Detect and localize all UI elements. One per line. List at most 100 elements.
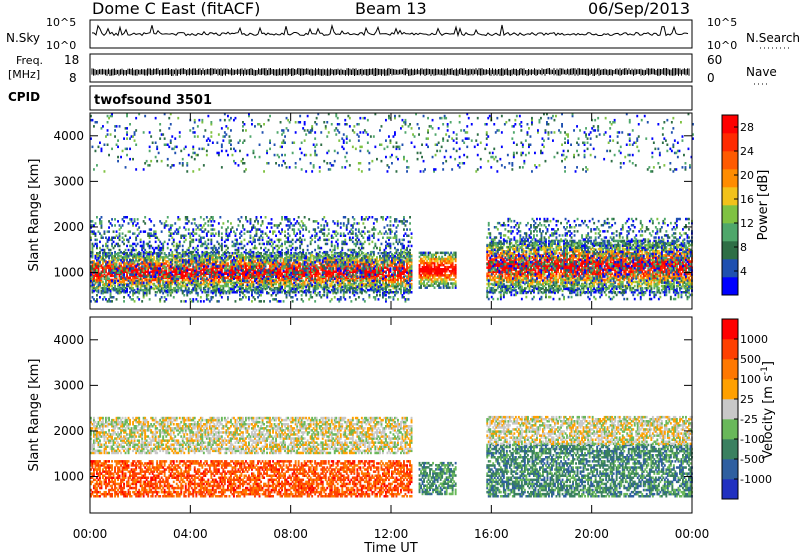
heatmap-cell	[132, 280, 134, 284]
heatmap-cell	[129, 252, 131, 255]
heatmap-cell	[311, 296, 314, 299]
heatmap-cell	[198, 271, 201, 274]
heatmap-cell	[139, 286, 142, 290]
heatmap-cell	[293, 218, 296, 221]
heatmap-cell	[145, 259, 148, 262]
heatmap-cell	[227, 282, 229, 286]
heatmap-cell	[189, 282, 192, 286]
heatmap-cell	[202, 259, 205, 262]
heatmap-cell	[281, 248, 283, 252]
heatmap-cell	[103, 288, 106, 292]
heatmap-cell	[138, 263, 141, 266]
heatmap-cell	[195, 238, 198, 242]
heatmap-cell	[214, 286, 217, 290]
heatmap-cell	[225, 276, 228, 280]
heatmap-cell	[263, 257, 265, 260]
heatmap-cell	[335, 287, 338, 291]
heatmap-cell	[202, 282, 205, 286]
heatmap-cell	[230, 255, 232, 258]
heatmap-cell	[308, 257, 311, 260]
heatmap-cell	[163, 240, 166, 244]
heatmap-cell	[300, 238, 303, 242]
heatmap-cell	[162, 262, 165, 265]
heatmap-cell	[103, 291, 106, 294]
heatmap-cell	[184, 238, 187, 242]
heatmap-cell	[103, 286, 106, 290]
heatmap-cell	[213, 228, 216, 231]
heatmap-cell	[106, 272, 109, 275]
heatmap-cell	[115, 275, 118, 278]
heatmap-cell	[136, 218, 139, 221]
heatmap-cell	[201, 268, 204, 271]
heatmap-cell	[220, 284, 223, 288]
heatmap-cell	[220, 296, 223, 299]
heatmap-cell	[156, 266, 159, 269]
heatmap-cell	[111, 252, 113, 255]
heatmap-cell	[166, 242, 169, 246]
heatmap-cell	[296, 246, 299, 250]
heatmap-cell	[177, 260, 180, 263]
heatmap-cell	[192, 238, 195, 242]
heatmap-cell	[195, 276, 198, 280]
heatmap-cell	[108, 260, 110, 263]
heatmap-cell	[102, 255, 104, 258]
heatmap-cell	[242, 257, 244, 260]
heatmap-cell	[213, 270, 216, 273]
heatmap-cell	[144, 272, 147, 275]
heatmap-cell	[270, 287, 273, 291]
heatmap-cell	[132, 278, 134, 282]
heatmap-cell	[162, 276, 165, 280]
heatmap-cell	[172, 254, 175, 257]
heatmap-cell	[100, 266, 103, 269]
heatmap-cell	[302, 300, 305, 303]
heatmap-cell	[115, 280, 118, 284]
heatmap-cell	[220, 268, 223, 271]
heatmap-cell	[150, 228, 153, 231]
heatmap-cell	[341, 246, 344, 250]
heatmap-cell	[213, 273, 216, 276]
heatmap-cell	[183, 255, 186, 258]
heatmap-cell	[255, 246, 258, 250]
heatmap-cell	[210, 238, 213, 242]
heatmap-cell	[120, 282, 122, 286]
heatmap-cell	[127, 248, 130, 252]
heatmap-cell	[157, 274, 160, 278]
heatmap-cell	[211, 280, 214, 284]
heatmap-cell	[220, 270, 223, 273]
cpid-panel: CPID twofsound 3501	[8, 85, 693, 111]
heatmap-cell	[281, 242, 283, 246]
heatmap-cell	[99, 296, 101, 299]
heatmap-cell	[151, 270, 154, 273]
heatmap-cell	[228, 252, 231, 255]
heatmap-cell	[130, 270, 133, 273]
heatmap-cell	[97, 276, 100, 280]
heatmap-cell	[190, 288, 193, 292]
heatmap-cell	[186, 216, 189, 219]
heatmap-cell	[196, 284, 199, 288]
heatmap-cell	[210, 258, 213, 261]
heatmap-cell	[186, 266, 189, 269]
heatmap-cell	[168, 262, 171, 265]
heatmap-cell	[178, 226, 181, 229]
heatmap-cell	[184, 270, 187, 273]
heatmap-cell	[147, 278, 150, 282]
heatmap-cell	[281, 285, 283, 289]
heatmap-cell	[202, 300, 205, 303]
heatmap-cell	[126, 252, 128, 255]
heatmap-cell	[326, 283, 329, 287]
heatmap-cell	[323, 271, 326, 274]
heatmap-cell	[160, 284, 163, 288]
heatmap-cell	[306, 248, 309, 252]
heatmap-cell	[211, 252, 214, 255]
heatmap-cell	[94, 255, 97, 258]
heatmap-cell	[183, 276, 186, 280]
heatmap-cell	[410, 291, 413, 294]
heatmap-cell	[106, 261, 109, 264]
heatmap-cell	[246, 287, 249, 291]
heatmap-cell	[220, 226, 223, 229]
heatmap-cell	[160, 256, 163, 259]
heatmap-cell	[100, 280, 103, 284]
heatmap-cell	[118, 262, 121, 265]
heatmap-cell	[231, 272, 234, 275]
nave-bottom-tick: 0	[707, 71, 715, 85]
